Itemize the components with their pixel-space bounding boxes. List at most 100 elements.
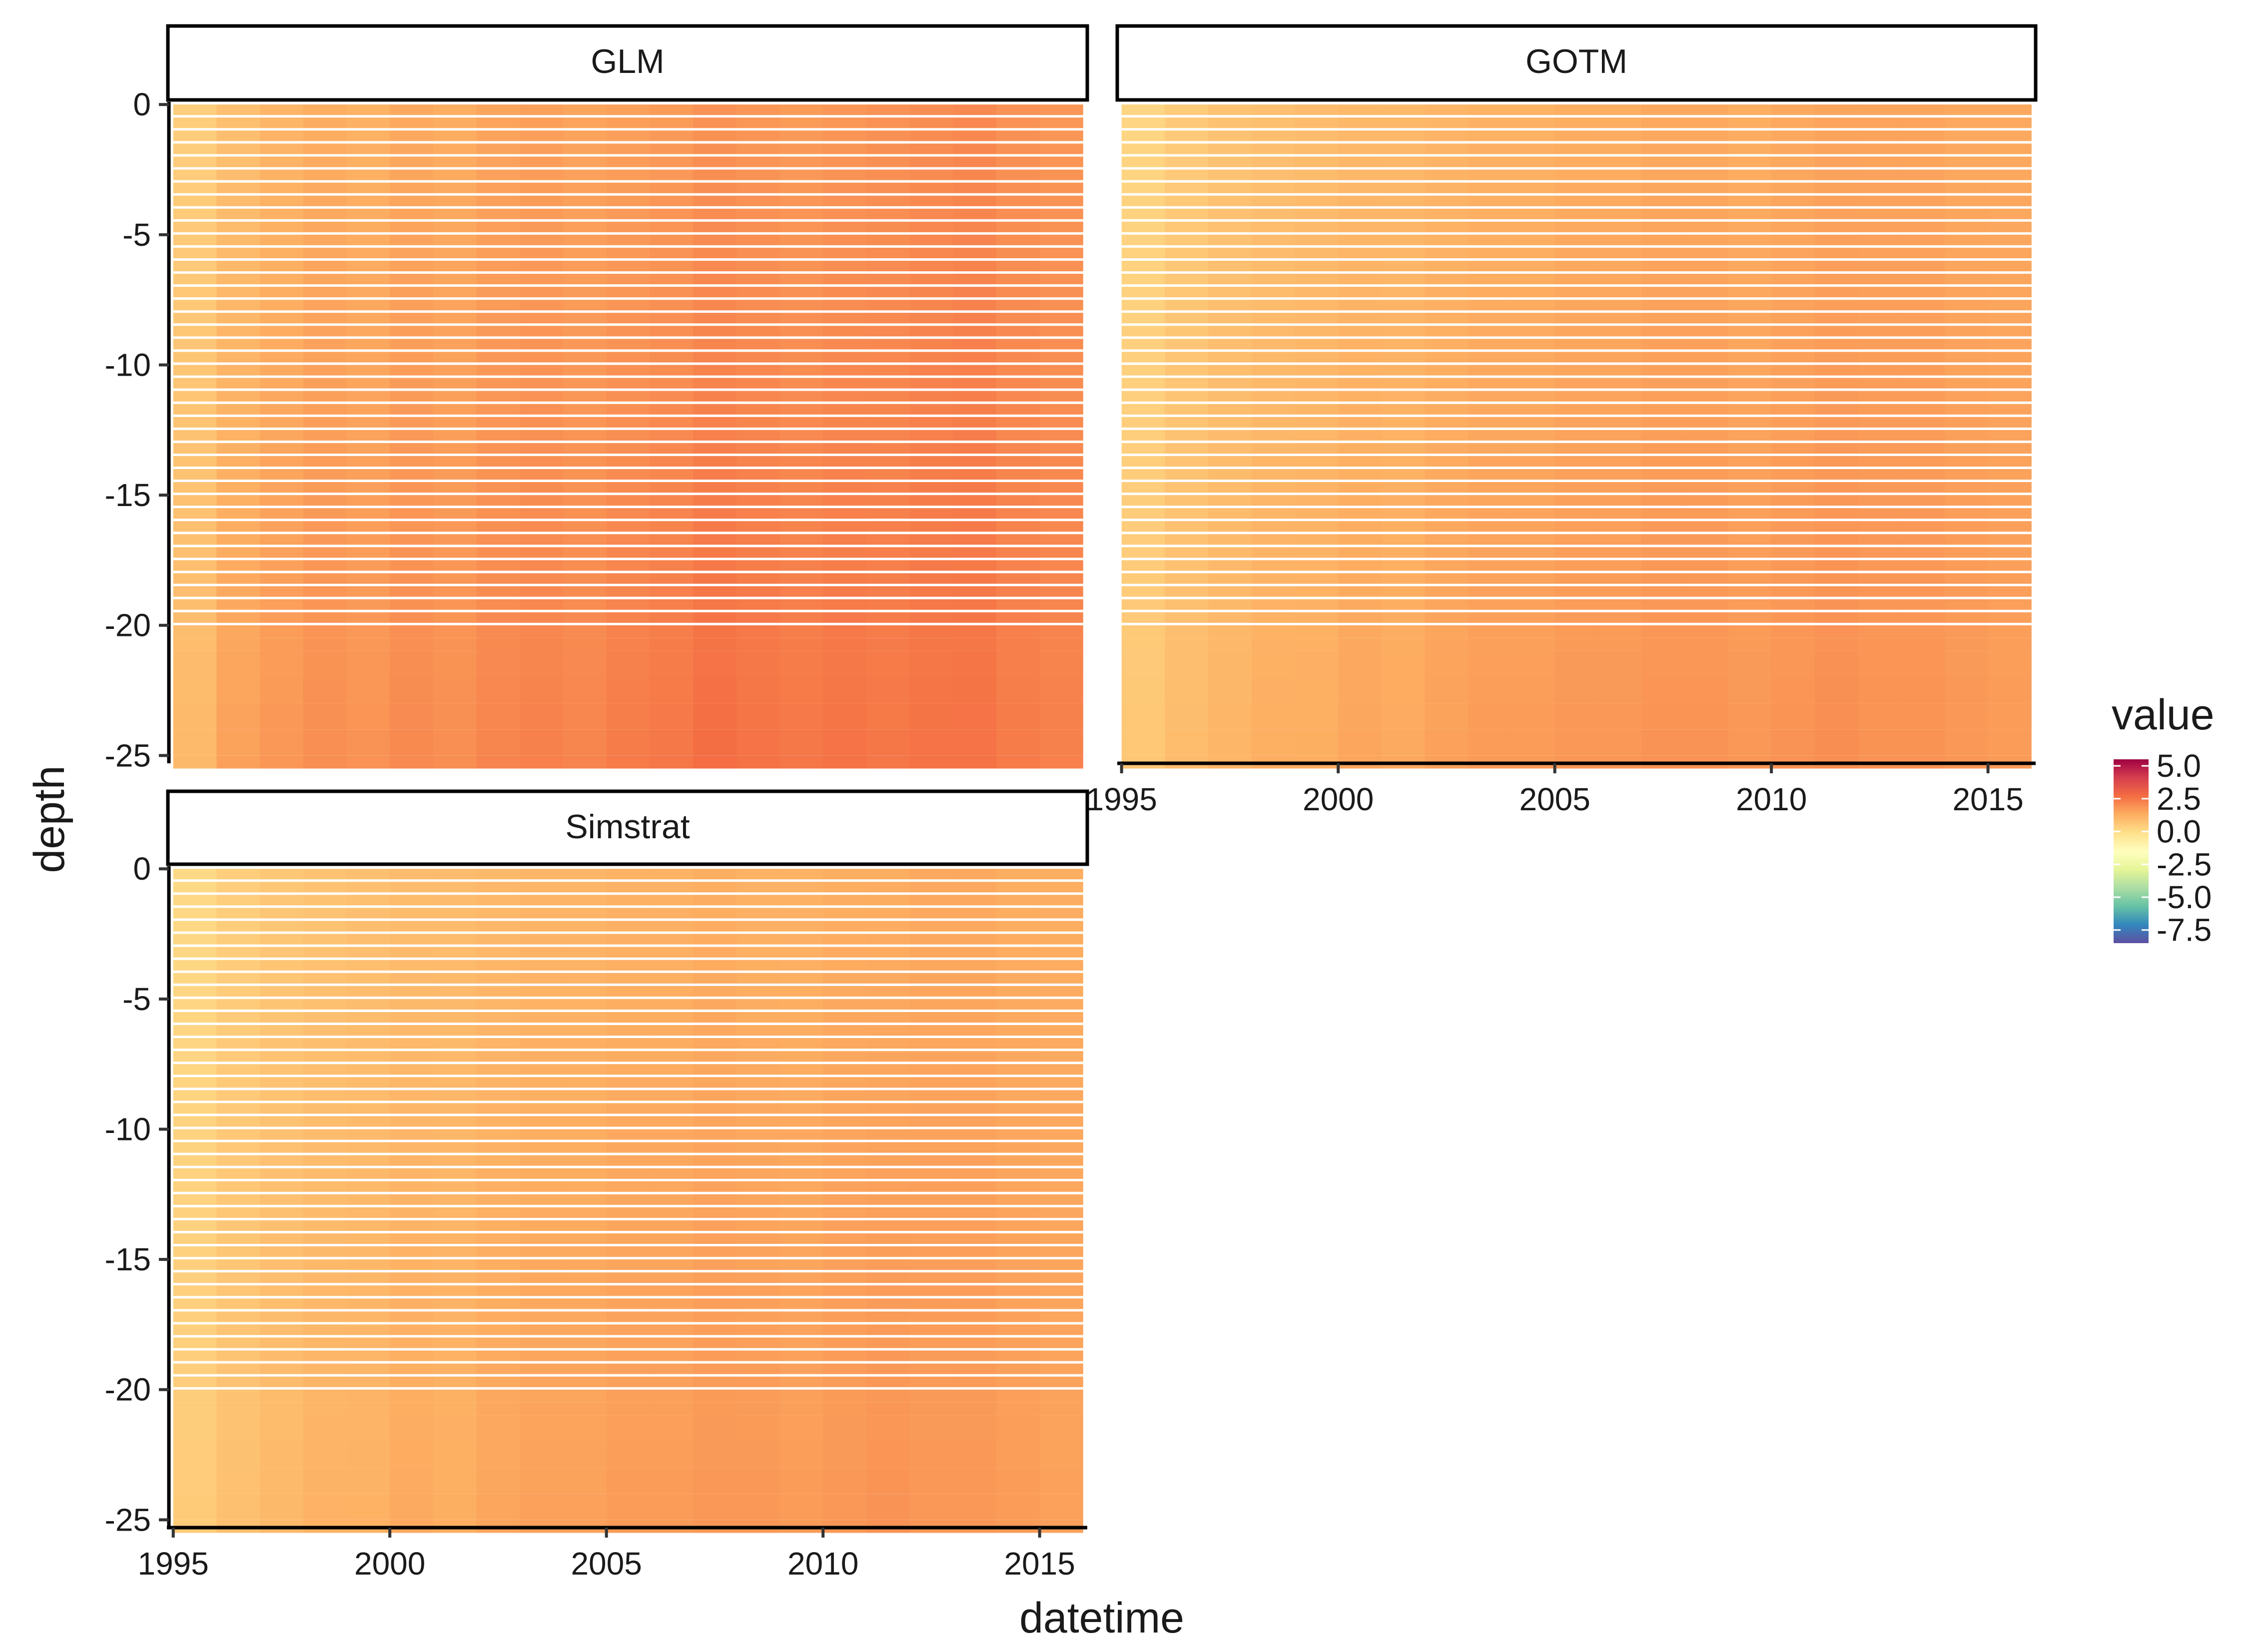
heatmap-cell [173, 378, 217, 389]
heatmap-cell [779, 1025, 823, 1036]
heatmap-cell [1295, 352, 1339, 363]
heatmap-cell [1641, 104, 1685, 115]
heatmap-cell [1165, 495, 1209, 506]
heatmap-cell [606, 1220, 650, 1231]
heatmap-cell [1814, 534, 1858, 545]
heatmap-cell [779, 365, 823, 376]
heatmap-cell [779, 560, 823, 571]
heatmap-cell [346, 469, 390, 480]
heatmap-cell [996, 1207, 1040, 1218]
heatmap-cell [866, 1103, 910, 1114]
heatmap-cell [1944, 339, 1989, 350]
heatmap-cell [693, 1012, 737, 1023]
heatmap-cell [173, 1064, 217, 1075]
heatmap-cell [650, 703, 694, 730]
heatmap-cell [1901, 300, 1945, 311]
heatmap-cell [1381, 599, 1426, 610]
heatmap-cell [346, 1103, 390, 1114]
heatmap-cell [346, 1038, 390, 1049]
heatmap-cell [1425, 247, 1469, 258]
heatmap-cell [1251, 378, 1295, 389]
heatmap-cell [823, 1259, 867, 1270]
heatmap-cell [1425, 352, 1469, 363]
heatmap-cell [1251, 365, 1295, 376]
heatmap-cell [433, 1090, 477, 1101]
heatmap-cell [433, 947, 477, 958]
heatmap-cell [1684, 326, 1728, 337]
heatmap-cell [1208, 495, 1252, 506]
heatmap-cell [433, 1077, 477, 1088]
heatmap-cell [1511, 365, 1555, 376]
heatmap-cell [1039, 882, 1083, 893]
heatmap-cell [303, 1259, 347, 1270]
heatmap-cell [260, 1272, 304, 1283]
heatmap-cell [1988, 586, 2032, 597]
heatmap-cell [1165, 651, 1209, 677]
heatmap-cell [216, 1363, 260, 1374]
heatmap-cell [433, 404, 477, 415]
heatmap-cell [476, 1311, 520, 1322]
heatmap-cell [1771, 404, 1815, 415]
heatmap-cell [346, 1468, 390, 1494]
heatmap-cell [563, 1064, 607, 1075]
heatmap-cell [1771, 195, 1815, 206]
heatmap-cell [866, 1494, 910, 1520]
heatmap-cell [390, 378, 434, 389]
heatmap-cell [1901, 677, 1945, 704]
heatmap-cell [303, 495, 347, 506]
heatmap-cell [1944, 508, 1989, 519]
heatmap-cell [303, 1442, 347, 1468]
heatmap-cell [1901, 143, 1945, 154]
heatmap-cell [1295, 651, 1339, 677]
heatmap-cell [1598, 573, 1642, 584]
heatmap-cell [346, 1129, 390, 1140]
heatmap-cell [476, 352, 520, 363]
heatmap-cell [216, 625, 260, 638]
heatmap-cell [520, 560, 564, 571]
heatmap-cell [1901, 221, 1945, 232]
heatmap-cell [173, 352, 217, 363]
heatmap-cell [1771, 547, 1815, 558]
heatmap-cell [866, 921, 910, 932]
heatmap-cell [823, 208, 867, 219]
heatmap-cell [1381, 274, 1426, 285]
heatmap-cell [173, 143, 217, 154]
heatmap-cell [823, 1350, 867, 1361]
heatmap-cell [1858, 287, 1902, 298]
heatmap-cell [433, 908, 477, 919]
heatmap-cell [520, 1077, 564, 1088]
heatmap-cell [173, 612, 217, 623]
heatmap-cell [1901, 508, 1945, 519]
heatmap-cell [866, 326, 910, 337]
heatmap-cell [1208, 169, 1252, 180]
heatmap-cell [866, 703, 910, 730]
heatmap-cell [1858, 599, 1902, 610]
heatmap-cell [996, 1142, 1040, 1153]
heatmap-cell [650, 677, 694, 704]
heatmap-cell [650, 1363, 694, 1374]
heatmap-cell [1468, 182, 1512, 193]
heatmap-cell [346, 1233, 390, 1244]
heatmap-cell [563, 547, 607, 558]
heatmap-cell [1554, 703, 1598, 730]
heatmap-cell [779, 1389, 823, 1403]
heatmap-cell [1684, 352, 1728, 363]
heatmap-cell [1771, 599, 1815, 610]
heatmap-cell [1251, 339, 1295, 350]
heatmap-cell [866, 1259, 910, 1270]
heatmap-cell [476, 391, 520, 402]
heatmap-cell [1039, 1442, 1083, 1468]
heatmap-cell [1338, 404, 1382, 415]
heatmap-cell [1641, 729, 1685, 756]
heatmap-cell [260, 1363, 304, 1374]
heatmap-cell [563, 1181, 607, 1192]
heatmap-cell [823, 130, 867, 141]
heatmap-cell [779, 117, 823, 128]
heatmap-cell [953, 947, 997, 958]
heatmap-cell [866, 469, 910, 480]
heatmap-cell [909, 547, 953, 558]
heatmap-cell [1728, 508, 1772, 519]
heatmap-cell [433, 1194, 477, 1205]
heatmap-cell [866, 247, 910, 258]
heatmap-cell [433, 703, 477, 730]
